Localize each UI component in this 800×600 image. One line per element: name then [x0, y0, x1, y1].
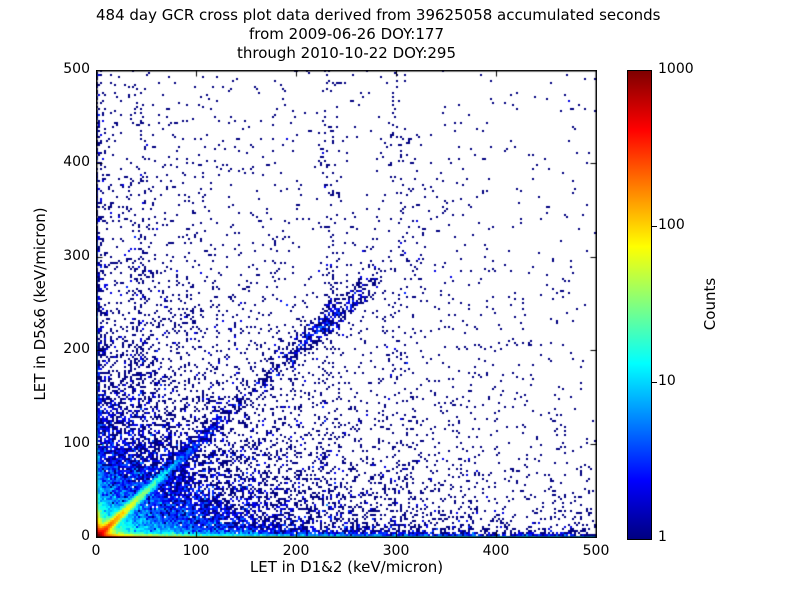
colorbar-tick-label: 1000: [658, 61, 694, 77]
x-tick-label: 100: [182, 543, 210, 559]
colorbar-tick-mark: [652, 382, 657, 383]
y-tick-label: 300: [63, 247, 90, 264]
colorbar-gradient: [628, 71, 651, 539]
y-tick-label: 0: [81, 528, 90, 544]
title-line-2: from 2009-06-26 DOY:177: [248, 25, 444, 43]
title-line-3: through 2010-10-22 DOY:295: [236, 44, 457, 62]
title-line-1: 484 day GCR cross plot data derived from…: [96, 6, 661, 24]
y-tick-label: 200: [63, 341, 90, 358]
x-tick-label: 200: [282, 543, 310, 559]
colorbar-tick-mark: [652, 226, 657, 227]
y-tick-label: 500: [63, 61, 90, 77]
x-tick-label: 0: [91, 543, 101, 559]
y-tick-label: 100: [63, 434, 90, 451]
colorbar-tick-label: 1: [658, 529, 667, 545]
x-tick-label: 400: [482, 543, 510, 559]
x-tick-label: 500: [582, 543, 610, 559]
y-tick-label: 400: [63, 154, 90, 171]
scatter-plot-canvas: [96, 70, 597, 538]
x-axis-label: LET in D1&2 (keV/micron): [249, 558, 444, 576]
colorbar-label: Counts: [701, 277, 719, 331]
figure-title: 484 day GCR cross plot data derived from…: [96, 6, 661, 63]
x-tick-label: 300: [382, 543, 410, 559]
colorbar-tick-label: 10: [658, 373, 676, 389]
colorbar-tick-label: 100: [658, 217, 685, 233]
colorbar: [627, 70, 652, 540]
y-axis-label: LET in D5&6 (keV/micron): [31, 207, 49, 401]
